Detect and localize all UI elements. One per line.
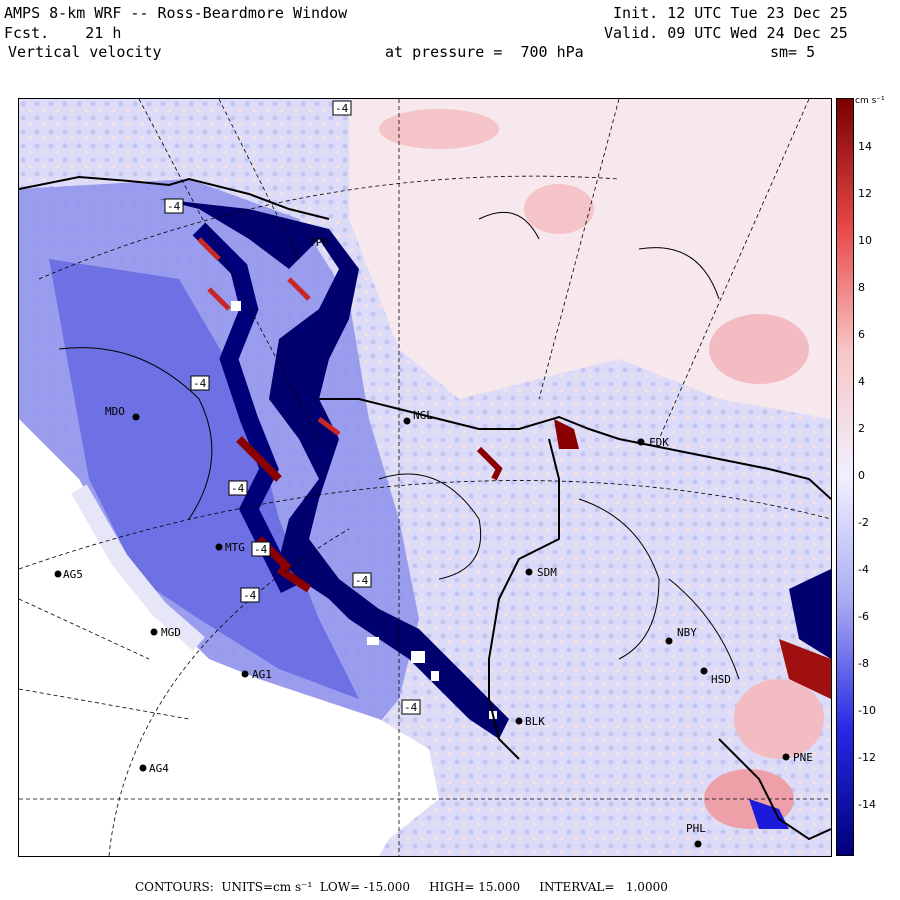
station-label-fdk: FDK xyxy=(649,436,669,449)
stations: MDO NGL FDK SDM NBY HSD AG5 MGD AG1 AG4 … xyxy=(54,236,813,848)
station-label-ag5: AG5 xyxy=(63,568,83,581)
pressure-level: at pressure = 700 hPa xyxy=(385,43,584,61)
station-label-pne: PNE xyxy=(793,751,813,764)
station-label-mtg: MTG xyxy=(225,541,245,554)
ascent-patch xyxy=(709,314,809,384)
descent-core xyxy=(192,222,298,594)
mountain-wave-band xyxy=(789,569,831,659)
map-svg: -4 -4 -4 -4 -4 -4 -4 -4 MDO NGL FDK SDM … xyxy=(19,99,831,856)
station-marker-ag4 xyxy=(139,764,147,772)
contour-label: -4 xyxy=(355,574,369,587)
contour-labels: -4 -4 -4 -4 -4 -4 -4 -4 xyxy=(164,100,421,715)
station-marker-ag5 xyxy=(54,570,62,578)
station-label-ag1: AG1 xyxy=(252,668,272,681)
station-label-tph: TPH xyxy=(309,236,329,249)
shelf-edge-band xyxy=(71,484,205,651)
contour-label: -4 xyxy=(254,543,268,556)
map-panel: -4 -4 -4 -4 -4 -4 -4 -4 MDO NGL FDK SDM … xyxy=(18,98,832,857)
map-title: AMPS 8-km WRF -- Ross-Beardmore Window xyxy=(4,4,348,22)
colorbar-tick: -14 xyxy=(858,798,876,811)
colorbar-tick: -12 xyxy=(858,751,876,764)
contour-footer: CONTOURS: UNITS=cm s⁻¹ LOW= -15.000 HIGH… xyxy=(135,880,668,894)
station-label-ag4: AG4 xyxy=(149,762,169,775)
colorbar-tick: -10 xyxy=(858,704,876,717)
forecast-hour: Fcst. 21 h xyxy=(4,24,122,42)
colorbar xyxy=(836,98,854,856)
colorbar-tick: 2 xyxy=(858,422,865,435)
station-marker-fdk xyxy=(637,438,645,446)
station-label-blk: BLK xyxy=(525,715,545,728)
init-time: Init. 12 UTC Tue 23 Dec 25 xyxy=(613,4,848,22)
ascent-core xyxy=(197,237,341,436)
ascent-patch xyxy=(524,184,594,234)
station-marker-nby xyxy=(665,637,673,645)
station-marker-blk xyxy=(515,717,523,725)
low-value: LOW= -15.000 xyxy=(319,880,410,894)
station-label-ngl: NGL xyxy=(413,409,433,422)
station-label-phl: PHL xyxy=(686,822,706,835)
colorbar-tick: 12 xyxy=(858,187,872,200)
station-marker-phl xyxy=(694,840,702,848)
ascent-core xyxy=(476,446,503,481)
station-label-sdm: SDM xyxy=(537,566,557,579)
valid-time: Valid. 09 UTC Wed 24 Dec 25 xyxy=(604,24,848,42)
variable-name: Vertical velocity xyxy=(8,43,162,61)
colorbar-unit: cm s⁻¹ xyxy=(855,96,885,106)
station-marker-hsd xyxy=(700,667,708,675)
missing-cell xyxy=(367,637,379,645)
colorbar-tick: 6 xyxy=(858,328,865,341)
station-marker-mdo xyxy=(132,413,140,421)
contour-label: -4 xyxy=(243,589,257,602)
contour-label: -4 xyxy=(167,200,181,213)
coastline xyxy=(19,175,831,841)
station-label-mgd: MGD xyxy=(161,626,181,639)
contours-label: CONTOURS: xyxy=(135,880,214,894)
contour-label: -4 xyxy=(335,102,349,115)
contour-lines xyxy=(58,211,740,680)
mountain-wave-band xyxy=(159,199,509,739)
weak-ascent-region xyxy=(349,99,831,419)
colorbar-tick: -8 xyxy=(858,657,869,670)
colorbar-tick: 8 xyxy=(858,281,865,294)
interval-value: INTERVAL= 1.0000 xyxy=(539,880,668,894)
ascent-core xyxy=(236,436,312,593)
units-label: UNITS=cm s⁻¹ xyxy=(221,880,313,894)
colorbar-tick: 10 xyxy=(858,234,872,247)
colorbar-tick: -4 xyxy=(858,563,869,576)
ascent-core xyxy=(779,639,831,699)
graticule xyxy=(19,99,831,856)
station-label-hsd: HSD xyxy=(711,673,731,686)
colorbar-tick: 4 xyxy=(858,375,865,388)
colorbar-tick: -6 xyxy=(858,610,869,623)
smoothing: sm= 5 xyxy=(770,43,816,61)
ascent-patch xyxy=(734,679,824,759)
contour-label: -4 xyxy=(404,701,418,714)
station-marker-mgd xyxy=(150,628,158,636)
station-marker-ngl xyxy=(403,417,411,425)
colorbar-tick: 14 xyxy=(858,140,872,153)
missing-cell xyxy=(411,651,425,663)
colorbar-tick: 0 xyxy=(858,469,865,482)
missing-cell xyxy=(231,301,241,311)
station-label-mdo: MDO xyxy=(105,405,125,418)
ascent-patch xyxy=(379,109,499,149)
station-marker-ag1 xyxy=(241,670,249,678)
ascent-core xyxy=(554,419,579,449)
station-marker-mtg xyxy=(215,543,223,551)
station-marker-pne xyxy=(782,753,790,761)
station-marker-sdm xyxy=(525,568,533,576)
missing-cell xyxy=(431,671,439,681)
descent-core xyxy=(749,799,789,829)
contour-label: -4 xyxy=(193,377,207,390)
no-data-region xyxy=(19,419,439,856)
colorbar-tick: -2 xyxy=(858,516,869,529)
high-value: HIGH= 15.000 xyxy=(429,880,521,894)
contour-label: -4 xyxy=(231,482,245,495)
station-label-nby: NBY xyxy=(677,626,697,639)
